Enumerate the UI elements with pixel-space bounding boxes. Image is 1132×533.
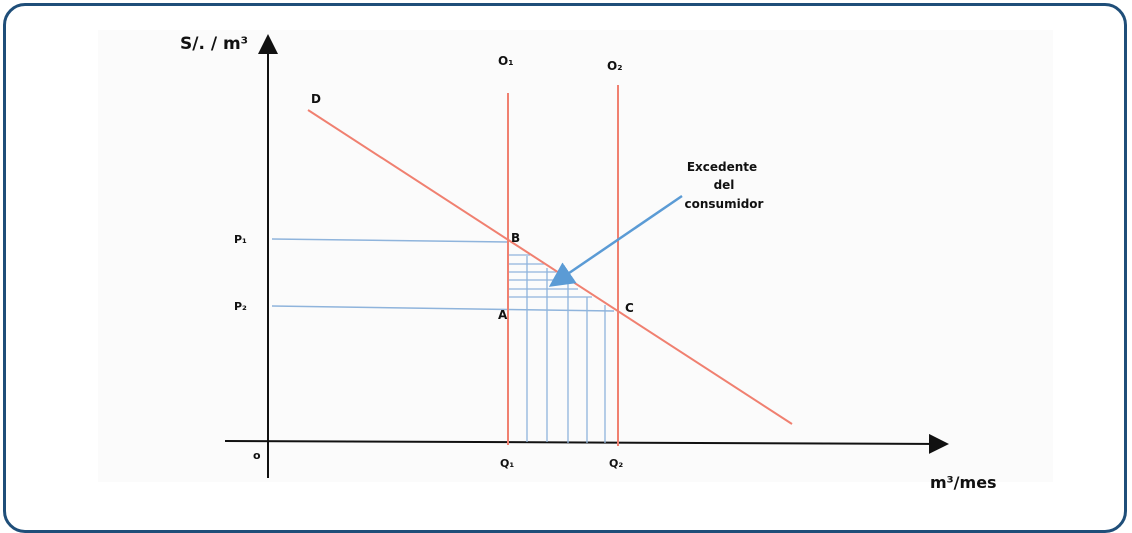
annotation-line-1: Excedente (687, 160, 757, 174)
surplus-annotation-arrow (548, 194, 683, 287)
annotation-line-3: consumidor (685, 197, 764, 211)
demand-label: D (311, 92, 321, 106)
supply-2-label: O₂ (607, 59, 622, 73)
consumer-surplus-diagram: S/. / m³ m³/mes o D O₁ O₂ B A C P₁ P₂ Q₁… (180, 34, 997, 492)
y-axis-label: S/. / m³ (180, 34, 248, 54)
point-c-label: C (625, 301, 634, 315)
surplus-hatch-horizontal (508, 254, 592, 298)
plot-background (98, 30, 1053, 482)
p2-tick-label: P₂ (234, 300, 247, 313)
q2-tick-label: Q₂ (609, 457, 623, 470)
x-axis-label: m³/mes (930, 473, 997, 492)
p2-guide-line (271, 305, 615, 312)
demand-curve (307, 109, 793, 425)
origin-label: o (253, 449, 261, 462)
annotation-line-2: del (714, 178, 735, 192)
surplus-hatch-vertical (526, 256, 606, 443)
p1-guide-line (271, 238, 509, 243)
supply-1-label: O₁ (498, 54, 513, 68)
point-b-label: B (511, 231, 520, 245)
x-axis (224, 433, 949, 454)
point-a-label: A (498, 308, 508, 322)
q1-tick-label: Q₁ (500, 457, 514, 470)
p1-tick-label: P₁ (234, 233, 247, 246)
